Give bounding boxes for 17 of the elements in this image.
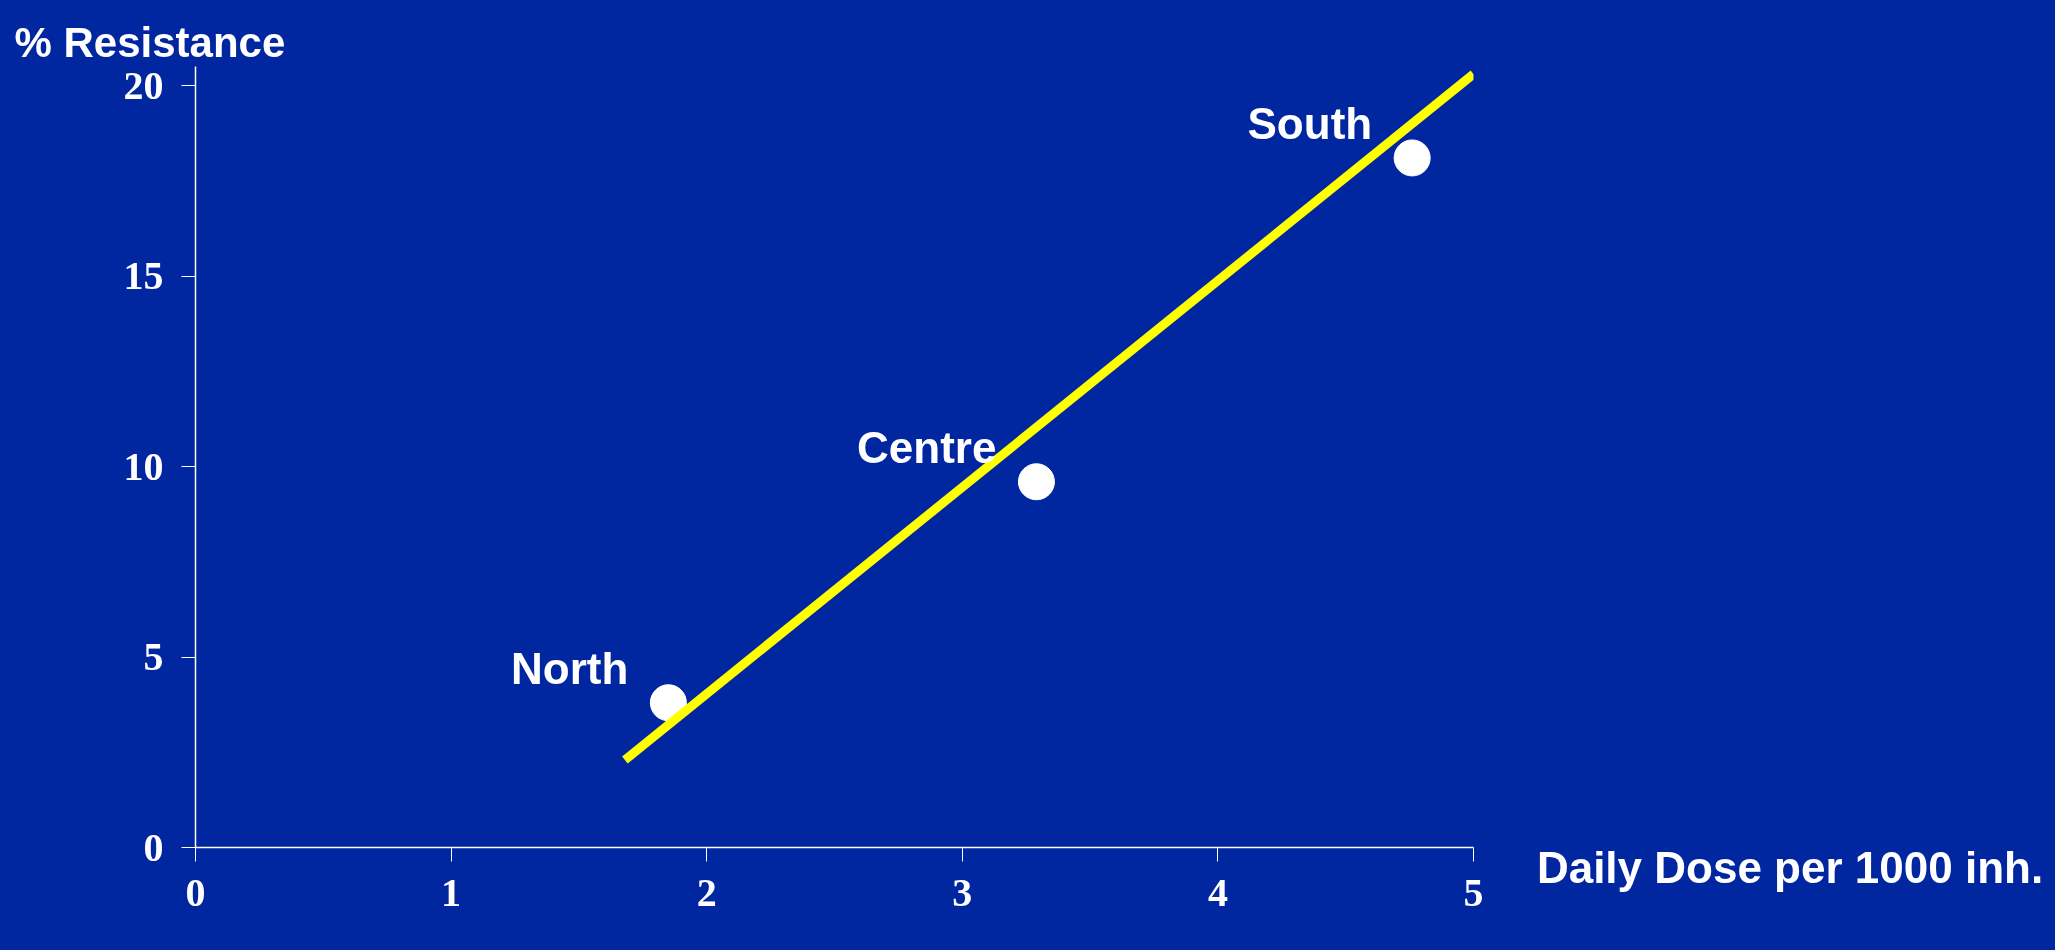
x-tick-label: 5 [1463, 869, 1484, 915]
y-tick-label: 0 [143, 824, 164, 870]
point [1393, 139, 1431, 177]
x-tick-label: 2 [696, 869, 717, 915]
y-tick-label: 15 [123, 253, 164, 299]
point [649, 684, 687, 722]
y-tick-label: 5 [143, 634, 164, 680]
annotation: South [1247, 98, 1373, 148]
point [1017, 463, 1055, 501]
annotation: Centre [857, 422, 997, 472]
x-tick-label: 3 [952, 869, 973, 915]
x-tick-label: 0 [185, 869, 206, 915]
x-tick-label: 4 [1207, 869, 1228, 915]
x-tick-label: 1 [441, 869, 462, 915]
x-axis-title: Daily Dose per 1000 inh. [1536, 843, 2044, 894]
y-tick-label: 10 [123, 443, 164, 489]
annotation: North [511, 643, 629, 693]
